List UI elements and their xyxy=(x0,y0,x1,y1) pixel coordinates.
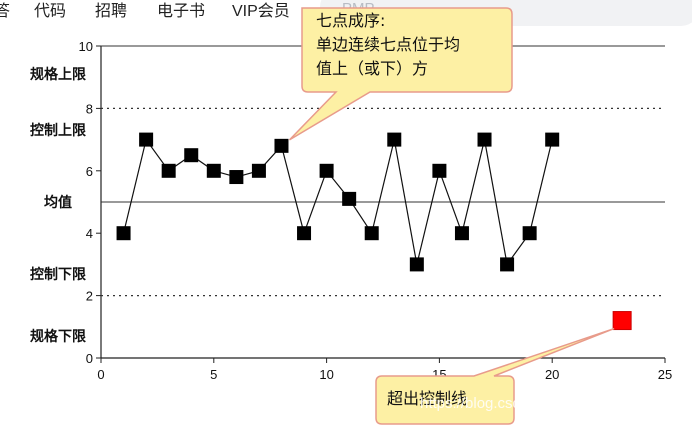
y-axis-ticks: 0 2 4 6 8 10 xyxy=(79,39,101,366)
callout-text-line: 单边连续七点位于均 xyxy=(316,35,460,54)
nav-item-answer[interactable]: 答 xyxy=(0,3,11,20)
data-point-marker xyxy=(364,226,379,241)
top-navigation-bar: 答 代码 招聘 电子书 VIP会员 PMP xyxy=(0,0,692,34)
limit-label: 均值 xyxy=(44,194,72,211)
nav-item-ebooks[interactable]: 电子书 xyxy=(157,3,206,20)
y-tick-label: 4 xyxy=(86,226,93,241)
limit-label: 规格上限 xyxy=(30,66,86,83)
out-of-control-callout: 超出控制线 xyxy=(375,327,615,425)
data-point-marker xyxy=(500,257,515,272)
data-point-marker xyxy=(184,148,199,163)
callout-bubble xyxy=(375,327,615,425)
callout-text-line: 值上（或下）方 xyxy=(316,59,428,78)
watermark-text: https://blog.csdn.net/Michael_HM xyxy=(420,395,642,412)
reference-lines xyxy=(101,45,665,297)
data-point-marker xyxy=(297,226,312,241)
data-point-marker xyxy=(477,132,492,147)
data-point-marker xyxy=(545,132,560,147)
data-point-marker xyxy=(206,163,221,178)
data-point-marker xyxy=(139,132,154,147)
data-point-marker xyxy=(161,163,176,178)
limit-label: 规格下限 xyxy=(30,328,86,345)
data-point-marker xyxy=(116,226,131,241)
limit-label: 控制上限 xyxy=(30,122,86,139)
data-point-marker xyxy=(229,170,244,185)
callout-bubble xyxy=(288,7,513,141)
x-tick-label: 20 xyxy=(545,367,559,382)
data-point-marker xyxy=(432,163,447,178)
y-tick-label: 0 xyxy=(86,351,93,366)
data-point-marker xyxy=(319,163,334,178)
data-point-marker xyxy=(274,138,289,153)
nav-item-code[interactable]: 代码 xyxy=(34,3,67,20)
y-tick-label: 8 xyxy=(86,101,93,116)
nav-item-jobs[interactable]: 招聘 xyxy=(95,3,128,20)
y-tick-label: 10 xyxy=(79,39,93,54)
data-point-marker xyxy=(454,226,469,241)
x-tick-label: 5 xyxy=(210,367,217,382)
x-tick-label: 10 xyxy=(319,367,333,382)
y-tick-label: 6 xyxy=(86,164,93,179)
data-series xyxy=(116,132,632,331)
data-point-marker xyxy=(387,132,402,147)
nav-item-vip[interactable]: VIP会员 xyxy=(232,3,290,20)
x-tick-label: 0 xyxy=(97,367,104,382)
callout-text-line: 七点成序: xyxy=(316,11,385,30)
limit-label: 控制下限 xyxy=(30,266,86,283)
y-tick-label: 2 xyxy=(86,289,93,304)
outlier-point-marker xyxy=(612,311,632,331)
data-point-marker xyxy=(251,163,266,178)
data-point-marker xyxy=(522,226,537,241)
data-point-marker xyxy=(342,191,357,206)
x-axis-ticks: 0 5 10 15 20 25 xyxy=(97,358,672,382)
callout-text-line: 超出控制线 xyxy=(387,389,467,408)
data-point-marker xyxy=(409,257,424,272)
x-tick-label: 25 xyxy=(658,367,672,382)
